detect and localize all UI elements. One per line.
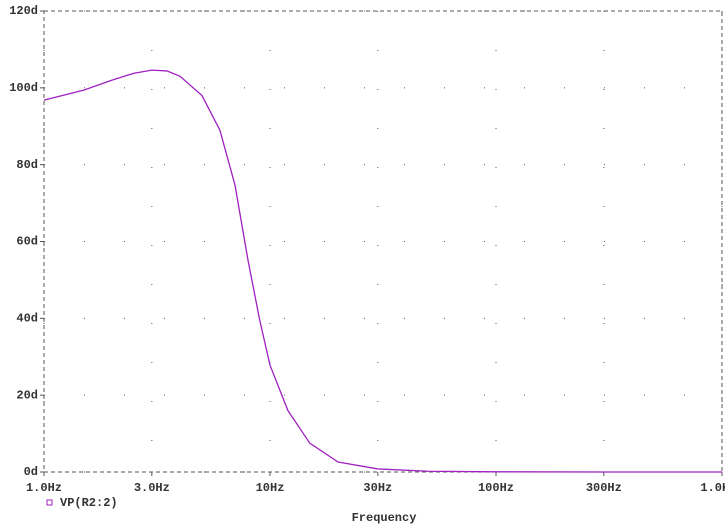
legend-label: VP(R2:2) — [60, 496, 118, 510]
x-tick-label: 300Hz — [586, 481, 622, 495]
plot-frame — [43, 10, 723, 473]
x-tick-label: 1.0Hz — [26, 481, 62, 495]
y-tick-label: 0d — [24, 465, 38, 479]
y-tick-label: 100d — [9, 81, 38, 95]
legend-marker — [46, 499, 53, 506]
x-tick-label: 3.0Hz — [134, 481, 170, 495]
y-tick-label: 40d — [16, 312, 38, 326]
x-tick-label: 30Hz — [363, 481, 392, 495]
data-line — [43, 69, 722, 473]
x-tick-label: 100Hz — [478, 481, 514, 495]
y-tick-label: 20d — [16, 388, 38, 402]
x-tick-label: 1.0KHz — [700, 481, 725, 495]
x-tick-label: 10Hz — [256, 481, 285, 495]
y-tick-label: 80d — [16, 158, 38, 172]
y-tick-label: 120d — [9, 4, 38, 18]
y-tick-label: 60d — [16, 235, 38, 249]
x-axis-label: Frequency — [352, 511, 417, 525]
